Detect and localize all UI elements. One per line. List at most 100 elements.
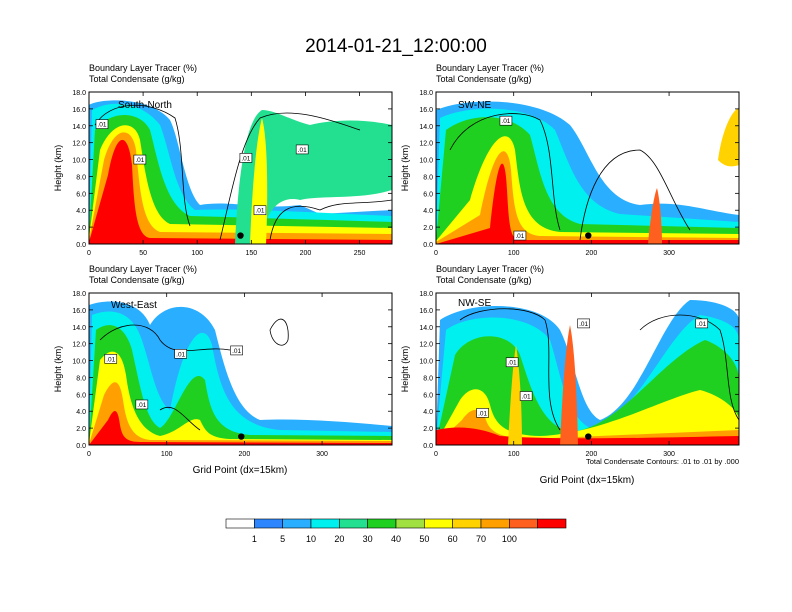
x-tick-label: 200 — [239, 451, 251, 458]
y-ticks: 0.0 2.0 4.0 6.0 8.0 10.0 12.0 14.0 16.0 18.0 — [72, 90, 392, 249]
contour-label: .01 — [176, 351, 185, 358]
contour-label: .01 — [697, 321, 706, 328]
tracer-column-100 — [508, 345, 522, 445]
contour-label: .01 — [501, 118, 510, 125]
contour-label: .01 — [106, 356, 115, 363]
y-axis-label: Height (km) — [53, 145, 63, 192]
station-name: SW-NE — [458, 100, 491, 111]
heatmap-field — [436, 92, 739, 244]
x-ticks: 0 100 200 300 — [434, 293, 675, 458]
y-tick-label: 10.0 — [72, 359, 86, 366]
y-tick-label: 18.0 — [72, 90, 86, 97]
colorbar-label: 1 — [252, 534, 257, 544]
y-tick-label: 6.0 — [76, 191, 86, 198]
x-tick-label: 300 — [663, 250, 675, 257]
colorbar-swatch — [395, 518, 425, 529]
colorbar-labels: 1 5 10 20 30 40 50 60 70 100 — [252, 534, 517, 544]
location-marker — [238, 433, 245, 440]
contour-label-box — [239, 153, 253, 163]
tracer-orange — [436, 151, 739, 244]
y-tick-label: 0.0 — [76, 443, 86, 450]
y-tick-label: 10.0 — [419, 158, 433, 165]
y-tick-label: 4.0 — [423, 208, 433, 215]
plot-frame — [88, 292, 393, 446]
colorbar-swatch — [480, 518, 510, 529]
y-tick-label: 12.0 — [419, 141, 433, 148]
y-tick-label: 12.0 — [72, 342, 86, 349]
y-tick-label: 0.0 — [76, 242, 86, 249]
colorbar-swatches — [225, 518, 567, 529]
colorbar-swatch — [424, 518, 453, 529]
panel-label-condensate: Total Condensate (g/kg) — [89, 74, 185, 84]
y-tick-label: 2.0 — [423, 225, 433, 232]
x-axis-label: Grid Point (dx=15km) — [193, 465, 288, 476]
colorbar-label: 30 — [363, 534, 373, 544]
heatmap-field — [436, 293, 739, 445]
y-tick-label: 2.0 — [423, 426, 433, 433]
x-tick-label: 0 — [87, 451, 91, 458]
condensate-contour — [94, 104, 392, 241]
x-tick-label: 0 — [434, 451, 438, 458]
y-tick-label: 10.0 — [72, 158, 86, 165]
contour-labels: .01 .01 .01 .01 — [104, 345, 243, 410]
contour-label-box — [135, 399, 149, 410]
condensate-contour — [459, 308, 739, 431]
y-tick-label: 16.0 — [72, 107, 86, 114]
x-tick-label: 100 — [508, 250, 520, 257]
tracer-yellow — [436, 389, 739, 445]
panel-west-east: Boundary Layer Tracer (%) Total Condensa… — [53, 264, 393, 476]
colorbar-label: 20 — [334, 534, 344, 544]
x-tick-label: 0 — [434, 250, 438, 257]
contour-label-box — [577, 318, 590, 329]
location-marker — [585, 232, 592, 239]
contour-label-box — [476, 408, 489, 418]
x-ticks: 0 100 200 300 — [87, 293, 328, 458]
location-marker — [585, 433, 592, 440]
station-name: West-East — [111, 300, 157, 311]
colorbar-label: 70 — [476, 534, 486, 544]
contour-label-box — [695, 318, 709, 329]
contour-label: .01 — [232, 348, 241, 355]
x-tick-label: 150 — [245, 250, 257, 257]
y-tick-label: 12.0 — [419, 342, 433, 349]
colorbar-swatch — [367, 518, 397, 529]
y-tick-label: 14.0 — [72, 124, 86, 131]
x-ticks: 0 50 100 150 200 250 — [87, 92, 365, 257]
plot-frame — [88, 91, 393, 245]
y-tick-label: 14.0 — [72, 325, 86, 332]
panel-label-condensate: Total Condensate (g/kg) — [89, 275, 185, 285]
x-axis-label: Grid Point (dx=15km) — [540, 475, 635, 486]
y-tick-label: 14.0 — [419, 124, 433, 131]
contour-label-box — [505, 357, 519, 368]
y-tick-label: 12.0 — [72, 141, 86, 148]
x-tick-label: 100 — [161, 451, 173, 458]
colorbar-swatch — [225, 518, 255, 529]
panel-label-condensate: Total Condensate (g/kg) — [436, 74, 532, 84]
location-marker — [237, 232, 244, 239]
contour-label-box — [104, 354, 118, 364]
contour-label: .01 — [298, 147, 307, 154]
x-tick-label: 300 — [663, 451, 675, 458]
tracer-orange — [436, 409, 739, 445]
y-tick-label: 8.0 — [423, 174, 433, 181]
panel-label-condensate: Total Condensate (g/kg) — [436, 275, 532, 285]
colorbar-swatch — [339, 518, 368, 529]
x-tick-label: 250 — [354, 250, 366, 257]
y-ticks: 0.0 2.0 4.0 6.0 8.0 10.0 12.0 14.0 16.0 18.0 — [72, 291, 392, 450]
station-name: NW-SE — [458, 298, 491, 309]
colorbar-label: 50 — [419, 534, 429, 544]
contour-label-box — [95, 119, 109, 129]
tracer-east-patch — [718, 108, 739, 167]
tracer-red — [89, 139, 392, 244]
x-tick-label: 300 — [316, 451, 328, 458]
x-ticks: 0 100 200 300 — [434, 92, 675, 257]
y-tick-label: 16.0 — [419, 308, 433, 315]
y-axis-label: Height (km) — [400, 145, 410, 192]
contour-labels: .01 .01 — [499, 115, 527, 241]
y-tick-label: 2.0 — [76, 426, 86, 433]
contour-label: .01 — [241, 155, 250, 162]
y-tick-label: 0.0 — [423, 242, 433, 249]
y-tick-label: 16.0 — [72, 308, 86, 315]
contour-label: .01 — [137, 402, 146, 409]
y-ticks: 0.0 2.0 4.0 6.0 8.0 10.0 12.0 14.0 16.0 18.0 — [419, 90, 739, 249]
